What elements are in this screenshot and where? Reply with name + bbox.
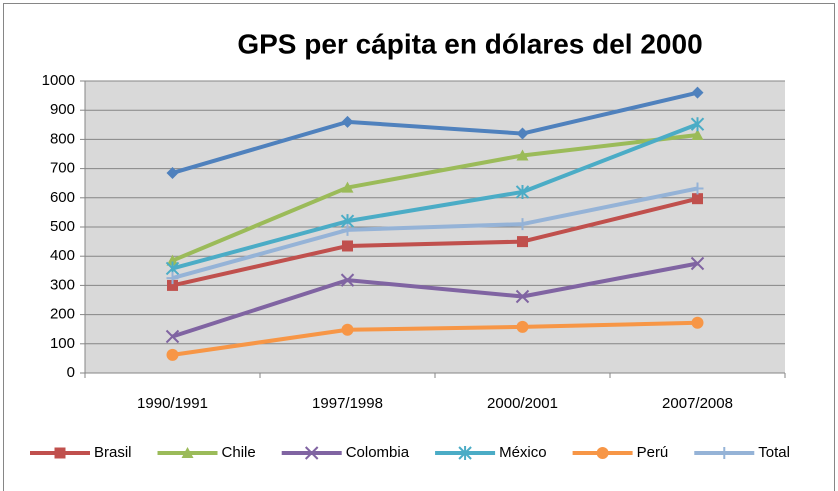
y-tick-label: 900 (50, 101, 75, 118)
legend-label: Chile (222, 444, 256, 461)
marker (515, 289, 530, 304)
series-line (172, 320, 698, 357)
y-tick-label: 0 (67, 364, 75, 381)
x-tick-label: 2007/2008 (662, 395, 733, 412)
y-tick-label: 700 (50, 160, 75, 177)
marker (341, 223, 354, 236)
marker (691, 129, 704, 141)
y-tick-label: 200 (50, 306, 75, 323)
legend-label: Perú (637, 444, 669, 461)
marker (341, 181, 354, 193)
chart-title: GPS per cápita en dólares del 2000 (237, 28, 702, 59)
series-line (171, 186, 698, 281)
series-line (171, 133, 698, 263)
y-tick-label: 500 (50, 218, 75, 235)
legend-marker (54, 447, 66, 459)
series-line (172, 196, 698, 288)
legend-marker (718, 447, 731, 459)
marker (690, 117, 705, 132)
marker (166, 166, 179, 179)
y-tick-label: 600 (50, 189, 75, 206)
marker (167, 279, 178, 291)
series-line (171, 261, 698, 339)
legend-marker (304, 446, 319, 460)
legend-label: Brasil (94, 444, 132, 461)
marker (341, 115, 354, 128)
marker (690, 256, 705, 271)
x-tick-label: 1990/1991 (137, 395, 208, 412)
legend-label: Total (758, 444, 790, 461)
legend-marker (181, 447, 194, 458)
marker (691, 316, 704, 329)
marker (165, 329, 180, 344)
marker (342, 240, 353, 252)
marker (516, 320, 529, 333)
series-line (171, 122, 699, 271)
marker (341, 323, 354, 336)
marker (340, 273, 355, 287)
marker (691, 182, 704, 195)
legend-label: México (499, 444, 547, 461)
marker (692, 193, 703, 205)
marker (691, 86, 704, 99)
y-tick-label: 800 (50, 130, 75, 147)
legend-marker (458, 446, 472, 460)
legend-marker (596, 447, 609, 459)
x-tick-label: 2000/2001 (487, 395, 558, 412)
y-tick-label: 400 (50, 247, 75, 264)
marker (517, 236, 528, 248)
marker (516, 127, 529, 140)
y-tick-label: 1000 (42, 72, 75, 89)
marker (166, 348, 179, 361)
y-tick-label: 100 (50, 335, 75, 352)
marker (515, 184, 530, 199)
y-tick-label: 300 (50, 276, 75, 293)
x-tick-label: 1997/1998 (312, 395, 383, 412)
series-line (171, 90, 698, 175)
marker (166, 272, 179, 285)
marker (166, 254, 179, 266)
legend-label: Colombia (346, 444, 410, 461)
marker (516, 149, 529, 161)
marker (516, 218, 529, 231)
